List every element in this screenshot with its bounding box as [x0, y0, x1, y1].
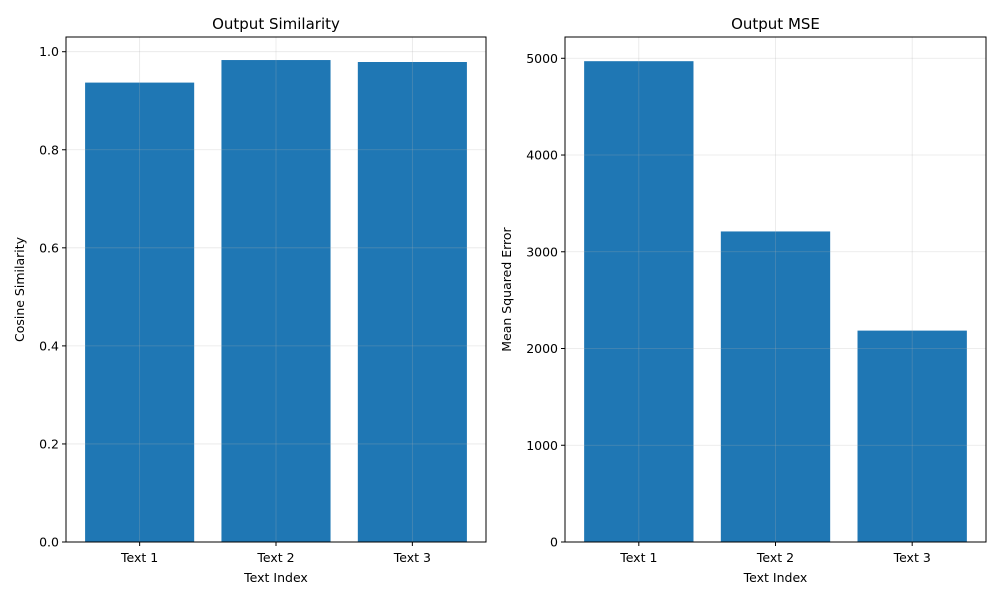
x-tick-label: Text 1	[120, 550, 158, 565]
bar	[221, 60, 331, 542]
y-tick-label: 1000	[526, 438, 558, 453]
y-tick-label: 0.6	[39, 240, 59, 255]
chart-title: Output Similarity	[212, 15, 340, 33]
bar	[85, 82, 195, 543]
y-tick-label: 0.8	[39, 142, 59, 157]
y-tick-label: 0.4	[39, 338, 59, 353]
x-tick-label: Text 1	[619, 550, 657, 565]
x-tick-label: Text 2	[756, 550, 794, 565]
x-tick-label: Text 3	[393, 550, 431, 565]
similarity-chart: Output Similarity Text Index Cosine Simi…	[12, 15, 487, 585]
chart-title: Output MSE	[731, 15, 820, 33]
y-tick-label: 1.0	[39, 44, 59, 59]
y-tick-label: 3000	[526, 244, 558, 259]
y-tick-label: 5000	[526, 51, 558, 66]
y-tick-label: 0	[550, 535, 558, 550]
bar	[857, 330, 967, 542]
y-tick-label: 2000	[526, 341, 558, 356]
y-tick-label: 0.2	[39, 436, 59, 451]
x-tick-label: Text 3	[893, 550, 931, 565]
bar	[720, 231, 831, 542]
y-tick-label: 0.0	[39, 535, 59, 550]
y-tick-label: 4000	[526, 148, 558, 163]
x-tick-label: Text 2	[256, 550, 294, 565]
x-axis-label: Text Index	[743, 570, 808, 585]
bar	[357, 62, 467, 543]
x-axis-label: Text Index	[243, 570, 308, 585]
bar	[584, 61, 694, 543]
y-axis-label: Mean Squared Error	[499, 226, 514, 351]
mse-chart: Output MSE Text Index Mean Squared Error…	[499, 15, 987, 585]
y-axis-label: Cosine Similarity	[12, 236, 27, 342]
